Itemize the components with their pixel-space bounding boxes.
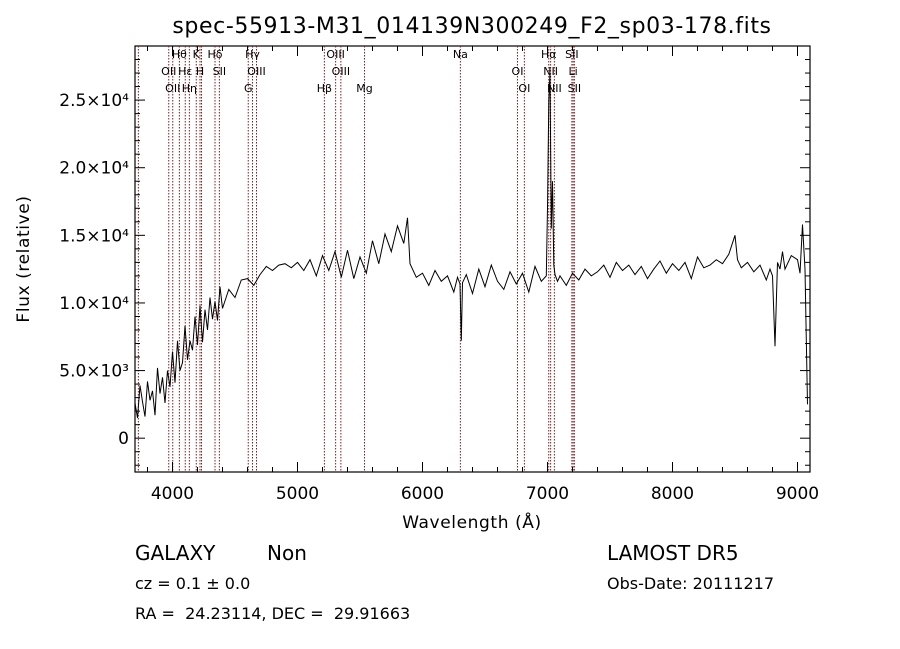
x-tick-label: 8000: [651, 484, 694, 504]
y-tick-label: 2.0×10⁴: [59, 159, 129, 179]
y-tick-label: 5.0×10³: [59, 362, 129, 382]
chart-title: spec-55913-M31_014139N300249_F2_sp03-178…: [172, 14, 771, 39]
x-axis-label: Wavelength (Å): [402, 511, 542, 533]
spectrum-line: [134, 72, 808, 418]
object-subclass: Non: [267, 541, 307, 565]
y-tick-label: 0: [118, 429, 129, 449]
line-marker-label: H: [196, 65, 204, 78]
line-marker-label: OIII: [326, 48, 344, 61]
line-marker-label: K: [193, 48, 201, 61]
x-tick-label: 9000: [776, 484, 819, 504]
line-marker-label: SII: [568, 82, 581, 95]
x-axis: 4000 5000 6000 7000 8000 9000: [147, 46, 819, 504]
line-marker-label: Na: [453, 48, 468, 61]
coordinates-text: RA = 24.23114, DEC = 29.91663: [135, 604, 411, 623]
redshift-text: cz = 0.1 ± 0.0: [135, 574, 251, 593]
line-marker-label: OII: [161, 65, 176, 78]
line-marker-label: Mg: [356, 82, 372, 95]
line-marker-label: OIII: [332, 65, 350, 78]
line-marker-label: NII: [543, 65, 558, 78]
line-marker-label: Hδ: [207, 48, 222, 61]
line-marker-label: OI: [512, 65, 524, 78]
survey-name: LAMOST DR5: [607, 541, 739, 565]
line-marker-label: Hβ: [317, 82, 332, 95]
y-axis-label: Flux (relative): [14, 195, 34, 322]
line-marker-label: Li: [569, 65, 578, 78]
line-marker-label: SII: [213, 65, 226, 78]
plot-frame: [134, 45, 811, 473]
line-marker-label: Hγ: [245, 48, 260, 61]
x-tick-label: 6000: [401, 484, 444, 504]
y-tick-label: 2.5×10⁴: [59, 91, 129, 111]
emission-line-labels: OIIOIIHθHεHηKHHδSIIGHγOIIIHβOIIIOIIIMgNa…: [161, 48, 581, 95]
object-class: GALAXY: [135, 541, 216, 565]
line-marker-label: Hθ: [172, 48, 187, 61]
y-axis: 0 5.0×10³ 1.0×10⁴ 1.5×10⁴ 2.0×10⁴ 2.5×10⁴: [59, 59, 810, 466]
line-marker-label: OI: [518, 82, 530, 95]
x-tick-label: 5000: [276, 484, 319, 504]
emission-line-markers: [137, 46, 575, 472]
x-tick-label: 4000: [151, 484, 194, 504]
line-marker-label: OIII: [247, 65, 265, 78]
y-tick-label: 1.5×10⁴: [59, 226, 129, 246]
line-marker-label: OII: [165, 82, 180, 95]
line-marker-label: Hη: [182, 82, 197, 95]
line-marker-label: Hα: [541, 48, 557, 61]
obs-date-text: Obs-Date: 20111217: [607, 574, 775, 593]
line-marker-label: SII: [565, 48, 578, 61]
line-marker-label: Hε: [178, 65, 192, 78]
line-marker-label: NII: [547, 82, 562, 95]
x-tick-label: 7000: [526, 484, 569, 504]
y-tick-label: 1.0×10⁴: [59, 294, 129, 314]
line-marker-label: G: [244, 82, 253, 95]
